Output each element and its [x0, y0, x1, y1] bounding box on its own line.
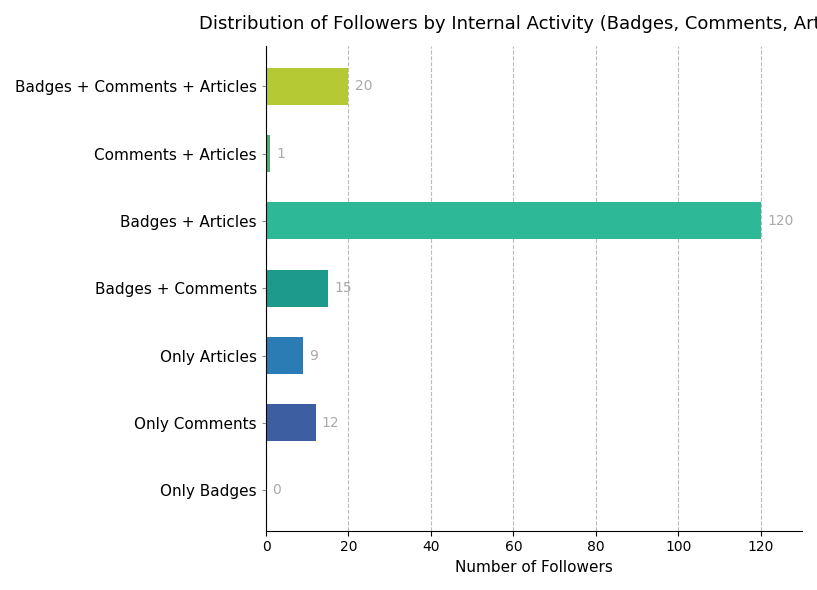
- Text: 15: 15: [334, 281, 351, 295]
- Text: 1: 1: [276, 146, 285, 160]
- Bar: [266, 202, 761, 240]
- Bar: [266, 135, 270, 172]
- X-axis label: Number of Followers: Number of Followers: [455, 560, 613, 575]
- Bar: [266, 337, 303, 374]
- Text: 120: 120: [767, 214, 793, 228]
- Title: Distribution of Followers by Internal Activity (Badges, Comments, Articles): Distribution of Followers by Internal Ac…: [199, 15, 817, 33]
- Text: 20: 20: [355, 79, 373, 93]
- Text: 0: 0: [272, 483, 281, 497]
- Text: 12: 12: [322, 416, 339, 430]
- Text: 9: 9: [310, 349, 318, 362]
- Bar: [266, 404, 315, 441]
- Bar: [266, 68, 349, 105]
- Bar: [266, 270, 328, 307]
